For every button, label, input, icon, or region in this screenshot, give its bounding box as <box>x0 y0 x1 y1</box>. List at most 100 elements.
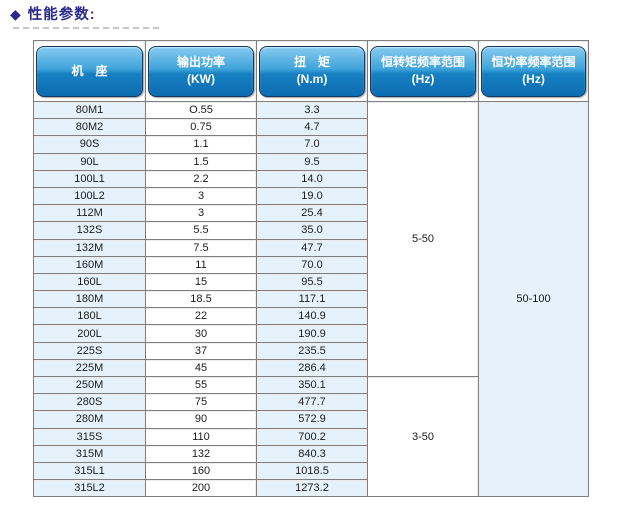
frame-cell: 280M <box>33 410 146 429</box>
table-row: 280S 75 477.7 <box>33 393 589 412</box>
power-cell: 75 <box>145 393 257 412</box>
constant-power-range-cell: 50-100 <box>478 100 589 498</box>
power-cell: 3 <box>145 204 257 223</box>
column-header-label: 恒转矩频率范围 <box>380 55 465 70</box>
torque-cell: 235.5 <box>256 341 368 360</box>
power-cell: 55 <box>145 375 257 395</box>
power-cell: 30 <box>145 324 257 343</box>
table-row: 315L2 200 1273.2 <box>33 479 589 498</box>
frame-cell: 90L <box>33 152 146 171</box>
power-cell: 2.2 <box>145 169 257 188</box>
column-header-const-power-range: 恒功率频率范围 (Hz) <box>478 40 589 102</box>
power-cell: 15 <box>145 272 257 292</box>
column-header-label: (Hz) <box>522 72 545 86</box>
diamond-icon: ◆ <box>10 5 21 22</box>
table-row: 100L1 2.2 14.0 <box>33 169 589 188</box>
table-row: 315S 110 700.2 <box>33 427 589 446</box>
performance-table: 机 座 输出功率 (KW) 扭 矩 (N.m) 恒转矩频率范围 (Hz) 恒功率频率范围 (Hz… <box>33 40 589 498</box>
column-header-const-torque-range: 恒转矩频率范围 (Hz) <box>367 40 479 102</box>
torque-cell: 25.4 <box>256 204 368 223</box>
column-header-button-frame: 机 座 <box>36 45 143 97</box>
table-row: 180L 22 140.9 <box>33 307 589 326</box>
power-cell: 1.1 <box>145 135 257 154</box>
frame-cell: 80M1 <box>33 100 146 120</box>
torque-cell: 286.4 <box>256 358 368 378</box>
table-row: 80M1 O.55 3.3 5-50 50-100 <box>33 100 589 498</box>
column-header-label: 扭 矩 <box>293 55 330 70</box>
torque-cell: 350.1 <box>256 375 368 395</box>
column-header-label: (Hz) <box>411 72 435 86</box>
frame-cell: 80M2 <box>33 118 146 137</box>
column-header-label: (N.m) <box>296 72 328 86</box>
power-cell: 7.5 <box>145 238 257 257</box>
torque-cell: 35.0 <box>256 221 368 240</box>
column-header-torque: 扭 矩 (N.m) <box>256 40 368 102</box>
torque-cell: 14.0 <box>256 169 368 188</box>
power-cell: 18.5 <box>145 290 257 309</box>
frame-cell: 100L1 <box>33 169 146 188</box>
section-title: ◆ 性能参数: <box>10 3 96 24</box>
frame-cell: 315L1 <box>33 461 146 481</box>
table-row: 100L2 3 19.0 <box>33 186 589 206</box>
table-row: 112M 3 25.4 <box>33 204 589 223</box>
torque-cell: 190.9 <box>256 324 368 343</box>
torque-cell: 7.0 <box>256 135 368 154</box>
frame-cell: 225M <box>33 358 146 378</box>
power-cell: 3 <box>145 186 257 206</box>
column-header-label: 机 座 <box>71 63 108 78</box>
table-row: 225S 37 235.5 <box>33 341 589 360</box>
torque-cell: 700.2 <box>256 427 368 446</box>
torque-cell: 840.3 <box>256 444 368 463</box>
frame-cell: 90S <box>33 135 146 154</box>
frame-cell: 160M <box>33 255 146 274</box>
table-row: 315M 132 840.3 <box>33 444 589 463</box>
torque-cell: 1273.2 <box>256 479 368 498</box>
column-header-power: 输出功率 (KW) <box>145 40 257 102</box>
power-cell: 110 <box>145 427 257 446</box>
power-cell: 37 <box>145 341 257 360</box>
power-cell: 90 <box>145 410 257 429</box>
torque-cell: 1018.5 <box>256 461 368 481</box>
torque-cell: 95.5 <box>256 272 368 292</box>
power-cell: 5.5 <box>145 221 257 240</box>
frame-cell: 132S <box>33 221 146 240</box>
column-header-label: (KW) <box>187 72 215 86</box>
column-header-label: 输出功率 <box>176 55 225 70</box>
frame-cell: 100L2 <box>33 186 146 206</box>
frame-cell: 112M <box>33 204 146 223</box>
table-header-row: 机 座 输出功率 (KW) 扭 矩 (N.m) 恒转矩频率范围 (Hz) 恒功率频率范围 (Hz… <box>33 40 589 102</box>
section-title-text: 性能参数: <box>27 7 96 23</box>
power-cell: 11 <box>145 255 257 274</box>
torque-cell: 9.5 <box>256 152 368 171</box>
column-header-button-torque: 扭 矩 (N.m) <box>259 45 365 97</box>
power-cell: O.55 <box>145 100 257 120</box>
torque-cell: 572.9 <box>256 410 368 429</box>
torque-cell: 47.7 <box>256 238 368 257</box>
frame-cell: 280S <box>33 393 146 412</box>
torque-cell: 3.3 <box>256 100 368 120</box>
frame-cell: 132M <box>33 238 146 257</box>
power-cell: 160 <box>145 461 257 481</box>
column-header-button-const-power-range: 恒功率频率范围 (Hz) <box>481 45 586 97</box>
table-row: 180M 18.5 117.1 <box>33 290 589 309</box>
table-row: 200L 30 190.9 <box>33 324 589 343</box>
frame-cell: 160L <box>33 272 146 292</box>
torque-cell: 19.0 <box>256 186 368 206</box>
table-row: 132S 5.5 35.0 <box>33 221 589 240</box>
constant-torque-range-cell: 5-50 <box>367 101 479 377</box>
power-cell: 132 <box>145 444 257 463</box>
torque-cell: 477.7 <box>256 393 368 412</box>
frame-cell: 315M <box>33 444 146 463</box>
frame-cell: 315S <box>33 427 146 446</box>
table-row: 132M 7.5 47.7 <box>33 238 589 257</box>
frame-cell: 225S <box>33 341 146 360</box>
column-header-button-const-torque-range: 恒转矩频率范围 (Hz) <box>370 45 476 97</box>
column-header-frame: 机 座 <box>33 40 146 102</box>
power-cell: 0.75 <box>145 118 257 137</box>
column-header-button-power: 输出功率 (KW) <box>148 45 254 97</box>
title-underline <box>13 27 159 29</box>
table-row: 250M 55 350.1 3-50 <box>33 375 589 498</box>
table-row: 90S 1.1 7.0 <box>33 135 589 154</box>
torque-cell: 140.9 <box>256 307 368 326</box>
